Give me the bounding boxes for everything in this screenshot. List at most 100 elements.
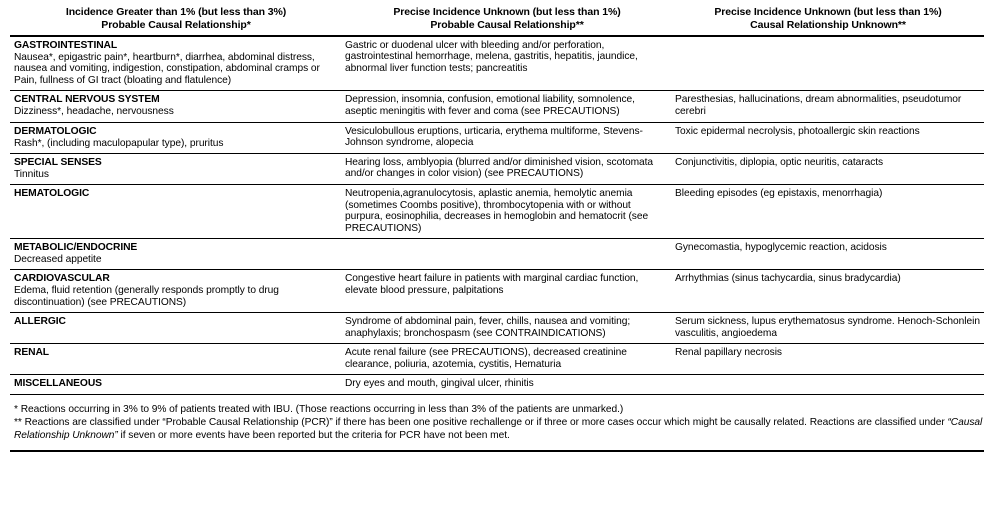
- cell-text: Renal papillary necrosis: [675, 347, 782, 359]
- cell-text: Arrhythmias (sinus tachycardia, sinus br…: [675, 273, 901, 285]
- cell-text: Dizziness*, headache, nervousness: [14, 106, 174, 118]
- footnote-double-asterisk-italic: “Causal Relationship Unknown”: [14, 417, 983, 442]
- cell-precise-incidence-unknown-unknown: [672, 378, 984, 390]
- row-category-label: CARDIOVASCULAR: [14, 273, 110, 285]
- table-header: Incidence Greater than 1% (but less than…: [10, 0, 984, 31]
- footnote-double-asterisk-part-b: if seven or more events have been report…: [117, 430, 510, 442]
- header-divider-rule: [10, 35, 984, 37]
- cell-incidence-greater-than-1pct: ALLERGIC: [10, 316, 342, 339]
- cell-text: Vesiculobullous eruptions, urticaria, er…: [345, 125, 643, 149]
- cell-precise-incidence-unknown-unknown: Renal papillary necrosis: [672, 347, 984, 370]
- cell-text: Bleeding episodes (eg epistaxis, menorrh…: [675, 188, 883, 200]
- cell-precise-incidence-unknown-probable: Syndrome of abdominal pain, fever, chill…: [342, 316, 672, 339]
- cell-text: Hearing loss, amblyopia (blurred and/or …: [345, 157, 654, 180]
- table-row: ALLERGIC Syndrome of abdominal pain, feve…: [10, 313, 984, 343]
- table-row: DERMATOLOGIC Rash*, (including maculopapu…: [10, 123, 984, 153]
- row-category-label: ALLERGIC: [14, 316, 66, 328]
- table-row: METABOLIC/ENDOCRINE Decreased appetite Gyn…: [10, 239, 984, 269]
- table-row: SPECIAL SENSES Tinnitus Hearing loss, ambl…: [10, 154, 984, 184]
- cell-incidence-greater-than-1pct: METABOLIC/ENDOCRINE Decreased appetite: [10, 242, 342, 265]
- footnote-double-asterisk: ** Reactions are classified under “Proba…: [14, 416, 984, 442]
- footnote-double-asterisk-part-a: ** Reactions are classified under “Proba…: [14, 417, 948, 429]
- row-divider-rule: [10, 393, 984, 395]
- cell-incidence-greater-than-1pct: CARDIOVASCULAR Edema, fluid retention (ge…: [10, 273, 342, 308]
- row-divider-rule: [10, 343, 984, 345]
- column-header-line-2: Causal Relationship Unknown**: [750, 18, 906, 31]
- column-header-line-1: Precise Incidence Unknown (but less than…: [393, 6, 621, 18]
- cell-incidence-greater-than-1pct: SPECIAL SENSES Tinnitus: [10, 157, 342, 180]
- row-divider-rule: [10, 238, 984, 240]
- column-header-precise-incidence-unknown-unknown: Precise Incidence Unknown (but less than…: [672, 6, 984, 31]
- cell-precise-incidence-unknown-probable: Depression, insomnia, confusion, emotion…: [342, 94, 672, 117]
- cell-text: Nausea*, epigastric pain*, heartburn*, d…: [14, 52, 320, 86]
- cell-text: Congestive heart failure in patients wit…: [345, 273, 639, 296]
- cell-text: Conjunctivitis, diplopia, optic neuritis…: [675, 157, 884, 169]
- cell-precise-incidence-unknown-probable: [342, 242, 672, 265]
- cell-precise-incidence-unknown-probable: Hearing loss, amblyopia (blurred and/or …: [342, 157, 672, 180]
- cell-text: Syndrome of abdominal pain, fever, chill…: [345, 316, 631, 339]
- table-row: RENAL Acute renal failure (see PRECAUTION…: [10, 344, 984, 374]
- row-divider-rule: [10, 312, 984, 314]
- table-row: HEMATOLOGIC Neutropenia,agranulocytosis, …: [10, 185, 984, 238]
- cell-precise-incidence-unknown-unknown: [672, 40, 984, 86]
- cell-incidence-greater-than-1pct: GASTROINTESTINAL Nausea*, epigastric pain…: [10, 40, 342, 86]
- row-category-label: CENTRAL NERVOUS SYSTEM: [14, 94, 160, 106]
- row-category-label: HEMATOLOGIC: [14, 188, 90, 200]
- cell-text: Rash*, (including maculopapular type), p…: [14, 137, 224, 149]
- table-row: CARDIOVASCULAR Edema, fluid retention (ge…: [10, 270, 984, 312]
- row-category-label: RENAL: [14, 347, 49, 359]
- table-row: CENTRAL NERVOUS SYSTEM Dizziness*, headac…: [10, 91, 984, 121]
- cell-incidence-greater-than-1pct: CENTRAL NERVOUS SYSTEM Dizziness*, headac…: [10, 94, 342, 117]
- row-category-label: DERMATOLOGIC: [14, 125, 97, 137]
- row-divider-rule: [10, 153, 984, 155]
- cell-text: Edema, fluid retention (generally respon…: [14, 285, 279, 308]
- cell-incidence-greater-than-1pct: HEMATOLOGIC: [10, 188, 342, 234]
- row-divider-rule: [10, 184, 984, 186]
- cell-text: Serum sickness, lupus erythematosus synd…: [675, 316, 980, 339]
- cell-precise-incidence-unknown-probable: Gastric or duodenal ulcer with bleeding …: [342, 40, 672, 86]
- table-row: GASTROINTESTINAL Nausea*, epigastric pain…: [10, 37, 984, 90]
- row-divider-rule: [10, 373, 984, 375]
- table-row: MISCELLANEOUS Dry eyes and mouth, gingiva…: [10, 375, 984, 394]
- column-header-line-1: Incidence Greater than 1% (but less than…: [65, 6, 287, 18]
- cell-text: Tinnitus: [14, 169, 49, 181]
- cell-text: Toxic epidermal necrolysis, photoallergi…: [675, 125, 920, 137]
- row-category-label: SPECIAL SENSES: [14, 157, 102, 169]
- cell-precise-incidence-unknown-unknown: Arrhythmias (sinus tachycardia, sinus br…: [672, 273, 984, 308]
- footnotes-block: * Reactions occurring in 3% to 9% of pat…: [10, 395, 984, 443]
- cell-precise-incidence-unknown-unknown: Toxic epidermal necrolysis, photoallergi…: [672, 126, 984, 149]
- cell-precise-incidence-unknown-probable: Dry eyes and mouth, gingival ulcer, rhin…: [342, 378, 672, 390]
- cell-precise-incidence-unknown-unknown: Conjunctivitis, diplopia, optic neuritis…: [672, 157, 984, 180]
- cell-text: Acute renal failure (see PRECAUTIONS), d…: [345, 347, 627, 370]
- column-header-precise-incidence-unknown-probable: Precise Incidence Unknown (but less than…: [342, 6, 672, 31]
- column-header-incidence-greater-than-1pct: Incidence Greater than 1% (but less than…: [10, 6, 342, 31]
- cell-precise-incidence-unknown-probable: Acute renal failure (see PRECAUTIONS), d…: [342, 347, 672, 370]
- row-category-label: METABOLIC/ENDOCRINE: [14, 242, 138, 254]
- row-divider-rule: [10, 121, 984, 123]
- cell-incidence-greater-than-1pct: DERMATOLOGIC Rash*, (including maculopapu…: [10, 126, 342, 149]
- cell-incidence-greater-than-1pct: RENAL: [10, 347, 342, 370]
- cell-text: Paresthesias, hallucinations, dream abno…: [675, 94, 962, 117]
- cell-precise-incidence-unknown-unknown: Serum sickness, lupus erythematosus synd…: [672, 316, 984, 339]
- cell-precise-incidence-unknown-unknown: Gynecomastia, hypoglycemic reaction, aci…: [672, 242, 984, 265]
- cell-text: Decreased appetite: [14, 254, 102, 266]
- row-divider-rule: [10, 269, 984, 271]
- cell-precise-incidence-unknown-unknown: Paresthesias, hallucinations, dream abno…: [672, 94, 984, 117]
- cell-incidence-greater-than-1pct: MISCELLANEOUS: [10, 378, 342, 390]
- table-body: GASTROINTESTINAL Nausea*, epigastric pain…: [10, 37, 984, 395]
- column-header-line-2: Probable Causal Relationship**: [430, 18, 584, 31]
- cell-text: Depression, insomnia, confusion, emotion…: [345, 94, 635, 117]
- bottom-divider-rule: [10, 449, 984, 452]
- column-header-line-2: Probable Causal Relationship*: [101, 18, 251, 31]
- row-category-label: GASTROINTESTINAL: [14, 40, 118, 51]
- cell-precise-incidence-unknown-unknown: Bleeding episodes (eg epistaxis, menorrh…: [672, 188, 984, 234]
- cell-precise-incidence-unknown-probable: Vesiculobullous eruptions, urticaria, er…: [342, 126, 672, 149]
- column-header-line-1: Precise Incidence Unknown (but less than…: [714, 6, 942, 18]
- cell-text: Neutropenia,agranulocytosis, aplastic an…: [345, 188, 649, 234]
- cell-text: Gastric or duodenal ulcer with bleeding …: [345, 40, 638, 74]
- footnote-single-asterisk: * Reactions occurring in 3% to 9% of pat…: [14, 403, 624, 415]
- cell-text: Dry eyes and mouth, gingival ulcer, rhin…: [345, 377, 534, 389]
- cell-precise-incidence-unknown-probable: Neutropenia,agranulocytosis, aplastic an…: [342, 188, 672, 234]
- row-category-label: MISCELLANEOUS: [14, 377, 102, 389]
